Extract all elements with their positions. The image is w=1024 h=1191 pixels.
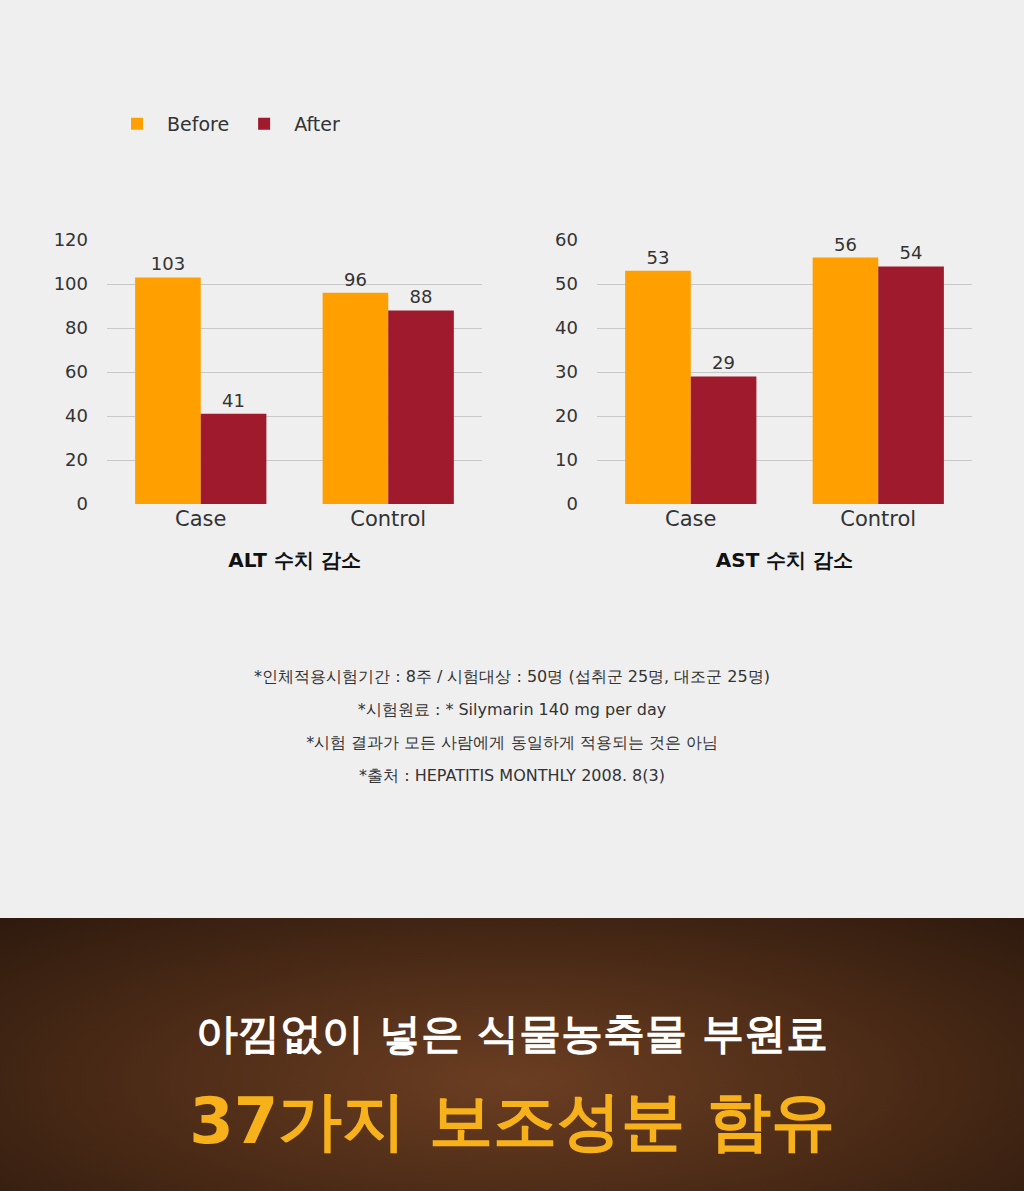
html-text:아낌없이 넣은 식물농축물 부원료: 아낌없이 넣은 식물농축물 부원료: [196, 1009, 828, 1058]
svg-text:After: After: [294, 113, 340, 135]
svg-text:Case: Case: [175, 507, 226, 531]
svg-text:41: 41: [222, 390, 245, 411]
svg-text:100: 100: [54, 273, 88, 294]
svg-text:54: 54: [900, 242, 923, 263]
html-text:*시험 결과가 모든 사람에게 동일하게 적용되는 것은 아: *시험 결과가 모든 사람에게 동일하게 적용되는 것은 아님: [306, 733, 718, 752]
svg-text:80: 80: [65, 317, 88, 338]
svg-text:Control: Control: [350, 507, 426, 531]
svg-text:50: 50: [555, 273, 578, 294]
svg-text:20: 20: [555, 405, 578, 426]
svg-text:30: 30: [555, 361, 578, 382]
svg-text:60: 60: [555, 229, 578, 250]
svg-text:96: 96: [344, 269, 367, 290]
svg-text:Case: Case: [665, 507, 716, 531]
svg-text:53: 53: [646, 247, 669, 268]
svg-text:29: 29: [712, 352, 735, 373]
svg-text:Before: Before: [167, 113, 229, 135]
html-text:*시험원료 : * Silymarin 140 mg per: *시험원료 : * Silymarin 140 mg per day: [357, 700, 667, 719]
html-text:*출처 : HEPATITIS MONTHLY 2008.: *출처 : HEPATITIS MONTHLY 2008. 8(3): [359, 766, 665, 785]
svg-text:40: 40: [65, 405, 88, 426]
svg-text:AST 수치 감소: AST 수치 감소: [716, 548, 853, 572]
html-text:37가지 보조성분 함유: 37가지 보조성분 함유: [189, 1084, 835, 1158]
svg-text:10: 10: [555, 449, 578, 470]
svg-text:120: 120: [54, 229, 88, 250]
svg-text:88: 88: [410, 286, 433, 307]
svg-text:60: 60: [65, 361, 88, 382]
svg-text:Control: Control: [840, 507, 916, 531]
svg-text:40: 40: [555, 317, 578, 338]
svg-text:20: 20: [65, 449, 88, 470]
svg-text:ALT 수치 감소: ALT 수치 감소: [228, 548, 360, 572]
svg-text:103: 103: [151, 253, 185, 274]
svg-text:0: 0: [567, 493, 578, 514]
svg-text:56: 56: [834, 234, 857, 255]
svg-text:0: 0: [77, 493, 88, 514]
html-text:*인체적용시험기간 : 8주 / 시험대상 : 50명 (섭: *인체적용시험기간 : 8주 / 시험대상 : 50명 (섭취군 25명, 대조…: [254, 667, 770, 686]
